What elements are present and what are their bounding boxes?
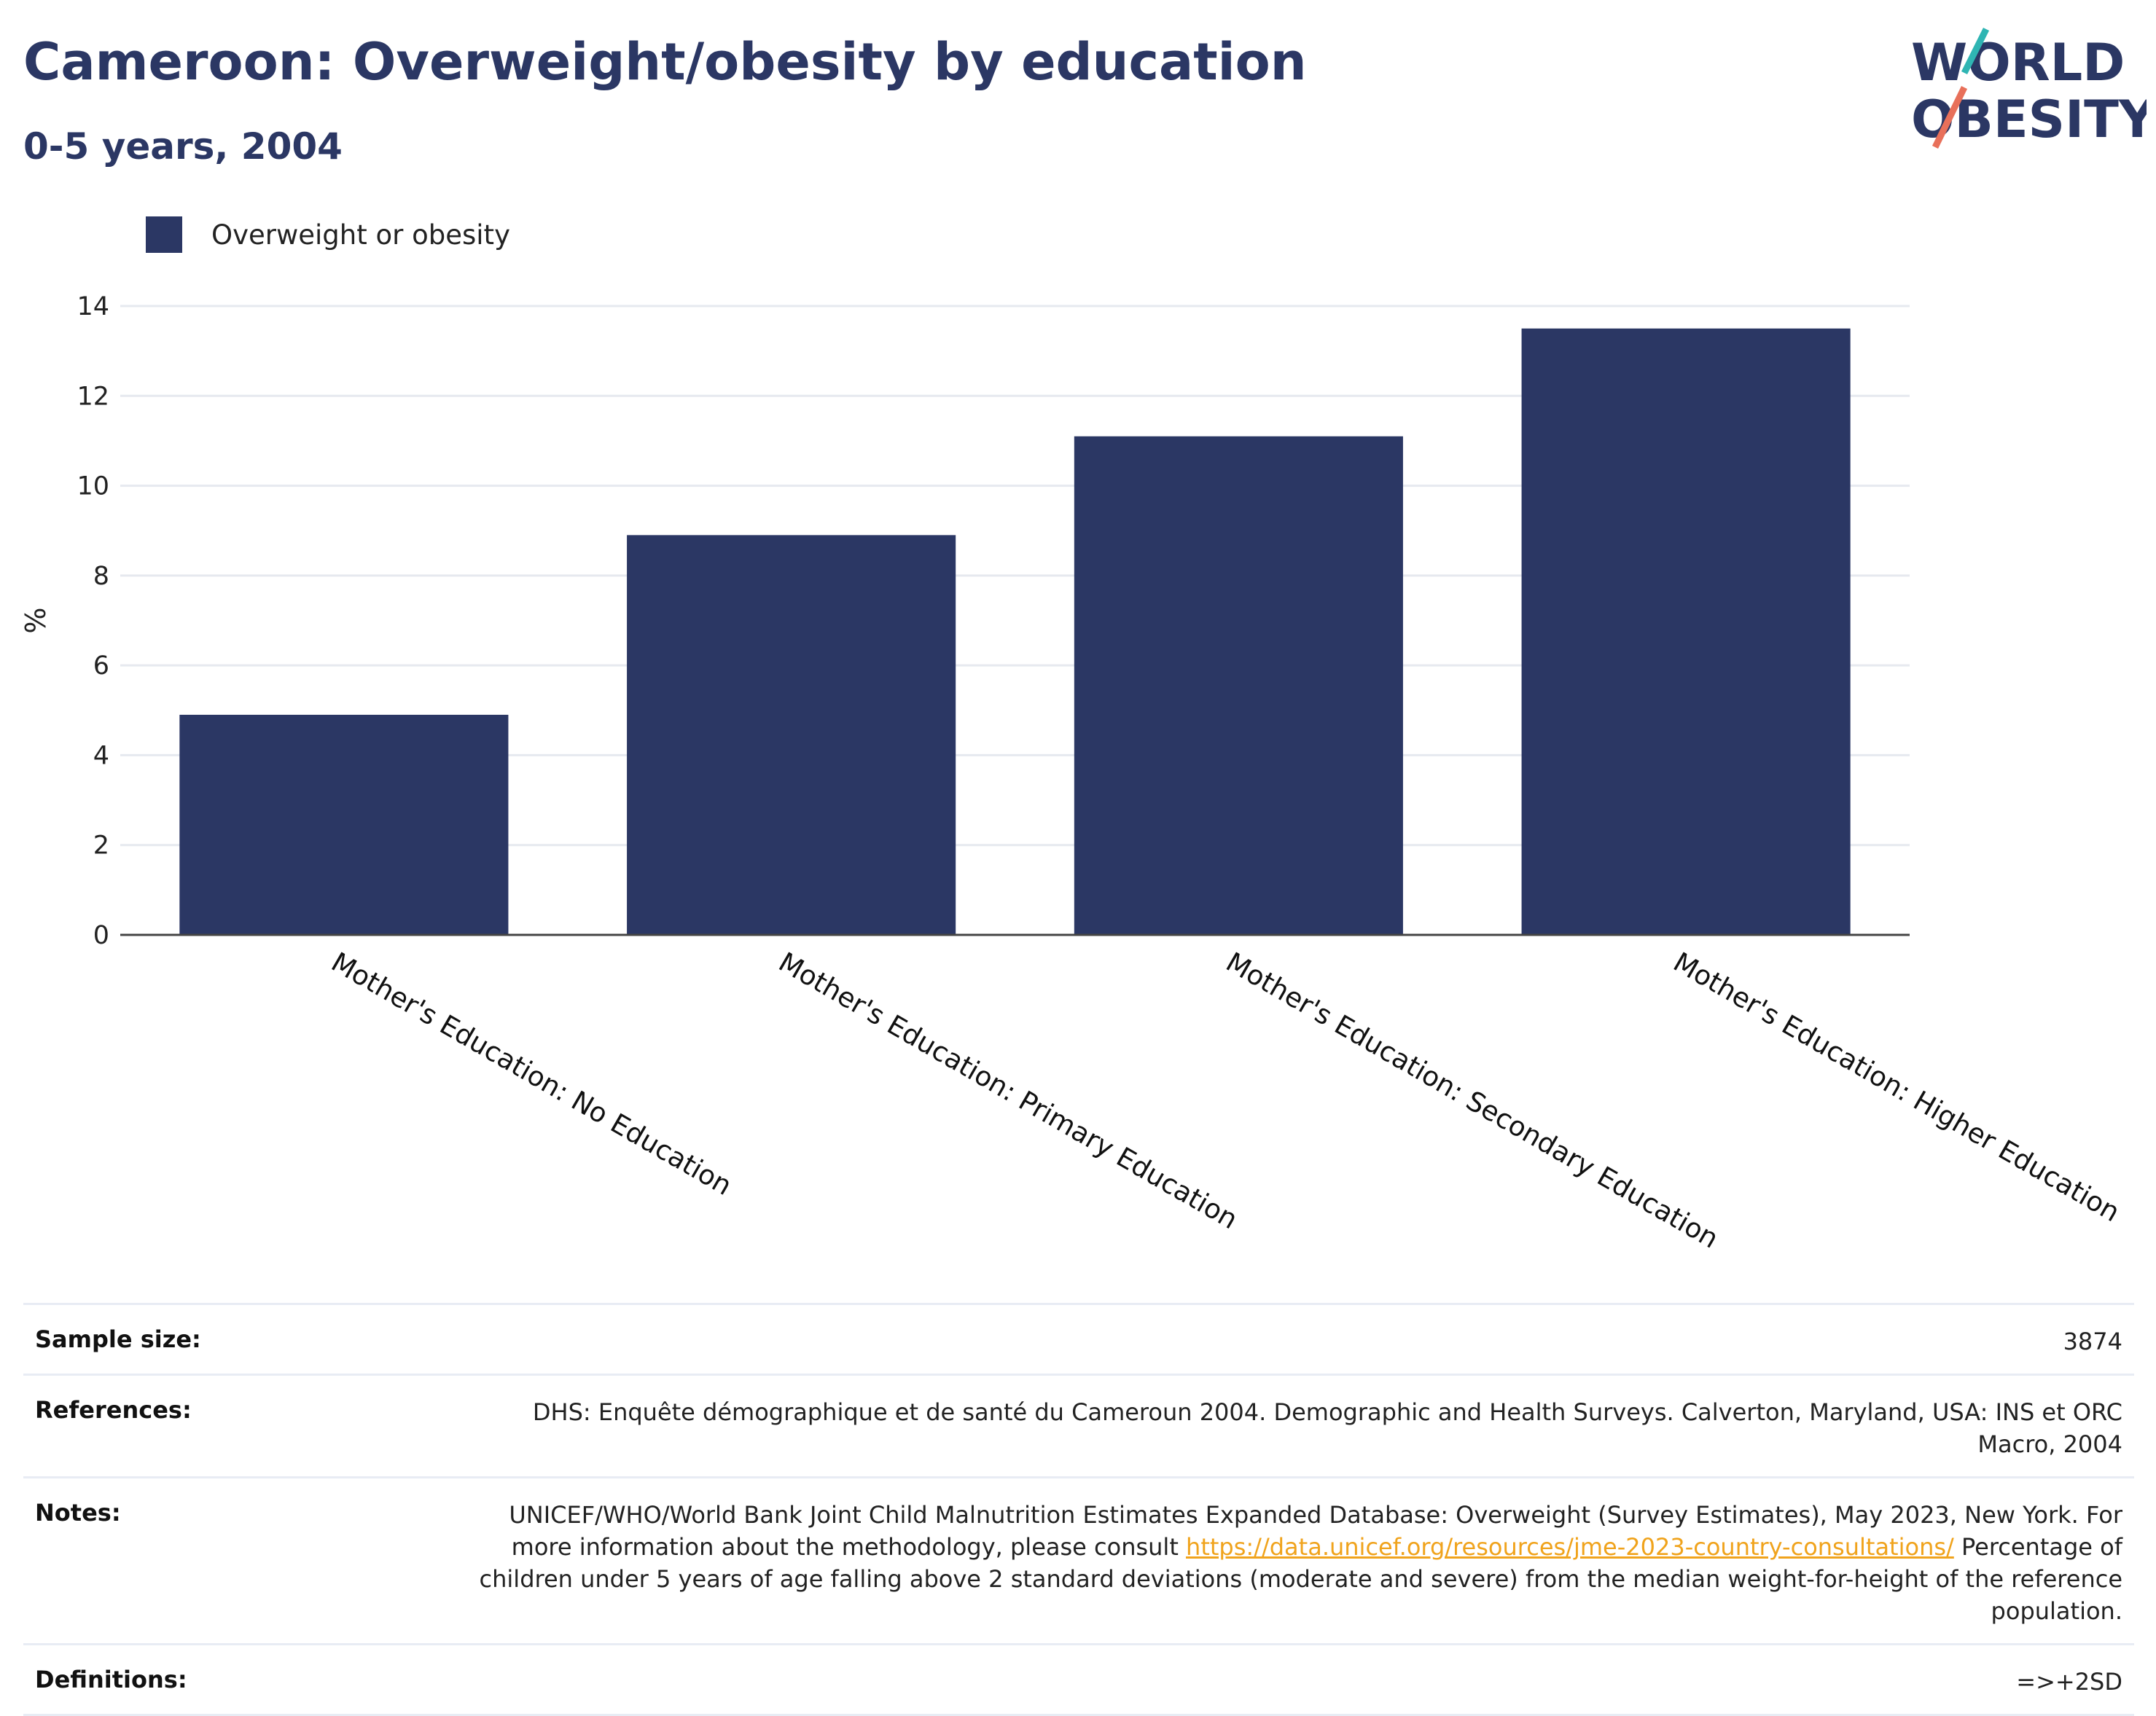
info-row-sample-size: Sample size: 3874 bbox=[23, 1305, 2134, 1376]
bar bbox=[627, 535, 956, 935]
y-axis-label: % bbox=[20, 607, 52, 633]
y-tick-label: 0 bbox=[93, 921, 109, 950]
y-tick-label: 2 bbox=[93, 831, 109, 861]
definitions-label: Definitions: bbox=[35, 1666, 187, 1693]
y-tick-label: 8 bbox=[93, 562, 109, 591]
info-row-references: References: DHS: Enquête démographique e… bbox=[23, 1376, 2134, 1478]
logo-teal-stroke bbox=[1961, 27, 1990, 75]
references-label: References: bbox=[35, 1396, 192, 1424]
legend-label: Overweight or obesity bbox=[211, 219, 510, 251]
x-tick-label: Mother's Education: Primary Education bbox=[773, 947, 1243, 1236]
notes-value: UNICEF/WHO/World Bank Joint Child Malnut… bbox=[475, 1499, 2122, 1627]
chart-title: Cameroon: Overweight/obesity by educatio… bbox=[23, 32, 1307, 92]
legend-swatch bbox=[146, 216, 182, 253]
bar-chart: 0 2 4 6 8 10 12 14 Mother's Education: No Educat… bbox=[20, 292, 2125, 1255]
chart-subtitle: 0-5 years, 2004 bbox=[23, 125, 343, 168]
sample-size-value: 3874 bbox=[2063, 1328, 2122, 1355]
x-tick-label: Mother's Education: No Education bbox=[326, 947, 737, 1202]
x-tick-label: Mother's Education: Higher Education bbox=[1668, 947, 2125, 1229]
notes-link[interactable]: https://data.unicef.org/resources/jme-20… bbox=[1186, 1533, 1954, 1561]
y-tick-label: 14 bbox=[77, 292, 109, 321]
info-table: Sample size: 3874 References: DHS: Enquê… bbox=[23, 1303, 2134, 1716]
legend: Overweight or obesity bbox=[146, 216, 510, 254]
notes-text-after: Percentage of children under 5 years of … bbox=[479, 1533, 2122, 1625]
notes-label: Notes: bbox=[35, 1499, 121, 1527]
info-row-definitions: Definitions: =>+2SD bbox=[23, 1645, 2134, 1716]
references-value: DHS: Enquête démographique et de santé d… bbox=[532, 1398, 2122, 1458]
info-row-notes: Notes: UNICEF/WHO/World Bank Joint Child… bbox=[23, 1478, 2134, 1645]
y-tick-label: 12 bbox=[77, 382, 109, 411]
logo-line1: WORLD bbox=[1911, 33, 2125, 93]
sample-size-label: Sample size: bbox=[35, 1325, 201, 1353]
y-tick-label: 10 bbox=[77, 472, 109, 501]
bar bbox=[1521, 328, 1851, 935]
x-tick-label: Mother's Education: Secondary Education bbox=[1221, 947, 1724, 1255]
world-obesity-logo: WORLD OBESITY bbox=[1911, 27, 2147, 149]
notes-text-before: UNICEF/WHO/World Bank Joint Child Malnut… bbox=[509, 1501, 2122, 1561]
bar bbox=[179, 714, 509, 935]
logo-coral-stroke bbox=[1932, 86, 1968, 149]
y-tick-label: 4 bbox=[93, 741, 109, 770]
bar bbox=[1074, 436, 1403, 935]
definitions-value: =>+2SD bbox=[2016, 1668, 2122, 1696]
y-tick-label: 6 bbox=[93, 651, 109, 681]
